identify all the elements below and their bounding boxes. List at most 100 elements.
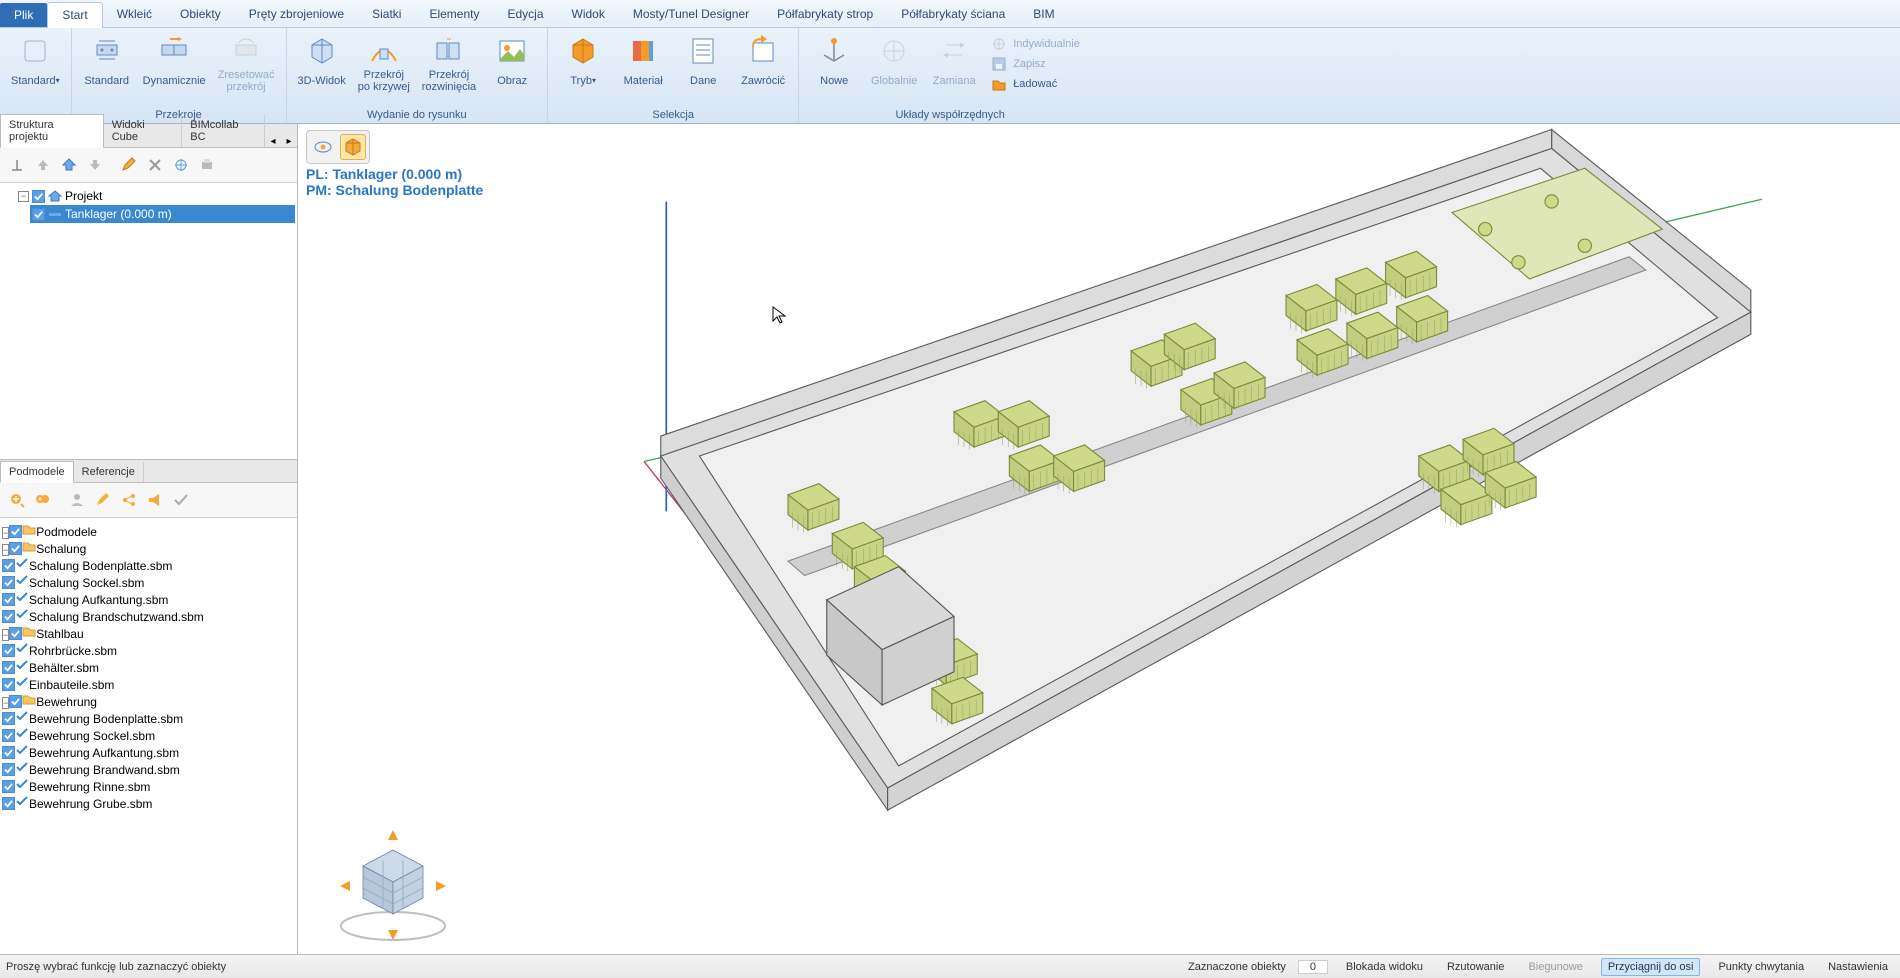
tb-axis-icon[interactable] [170, 154, 192, 176]
tree-item[interactable]: Schalung Brandschutzwand.sbm [2, 610, 204, 624]
ribbon-tab-bim[interactable]: BIM [1019, 2, 1068, 27]
checkbox[interactable] [9, 695, 22, 708]
checkbox[interactable] [2, 661, 15, 674]
checkbox[interactable] [9, 542, 22, 555]
tb-print-icon[interactable] [196, 154, 218, 176]
tab-nav-prev[interactable]: ◂ [265, 136, 281, 147]
panel-tab-widoki-cube[interactable]: Widoki Cube [104, 115, 183, 147]
panel-tab-bimcollab-bc[interactable]: BIMcollab BC [182, 115, 265, 147]
tree-item[interactable]: Bewehrung Rinne.sbm [2, 780, 150, 794]
krzywa-button[interactable]: Przekrójpo krzywej [353, 32, 415, 96]
checkbox[interactable] [2, 797, 15, 810]
checkbox[interactable] [2, 593, 15, 606]
tb-pen-icon[interactable] [92, 489, 114, 511]
status-punkty-chwytania[interactable]: Punkty chwytania [1712, 959, 1810, 975]
checkbox[interactable] [2, 763, 15, 776]
status-nastawienia[interactable]: Nastawienia [1822, 959, 1894, 975]
standard-button[interactable]: Standard [78, 32, 136, 96]
tree-item[interactable]: Bewehrung Aufkantung.sbm [2, 746, 179, 760]
ladowac-button[interactable]: Ładować [987, 75, 1093, 93]
nowe-button[interactable]: Nowe [805, 32, 863, 96]
obraz-label: Obraz [497, 69, 527, 93]
status-rzutowanie[interactable]: Rzutowanie [1441, 959, 1510, 975]
tree-item[interactable]: Rohrbrücke.sbm [2, 644, 117, 658]
tb-expand-icon[interactable] [6, 154, 28, 176]
panel-tab-podmodele[interactable]: Podmodele [0, 461, 74, 483]
toggle-icon[interactable]: − [2, 527, 9, 539]
tree-item[interactable]: Bewehrung Grube.sbm [2, 797, 152, 811]
panel-tab-struktura-projektu[interactable]: Struktura projektu [0, 114, 104, 148]
tb-share-icon[interactable] [118, 489, 140, 511]
checkbox[interactable] [2, 729, 15, 742]
checkbox[interactable] [2, 576, 15, 589]
tree-item[interactable]: Behälter.sbm [2, 661, 99, 675]
checkbox[interactable] [2, 780, 15, 793]
ribbon-tab-widok[interactable]: Widok [558, 2, 619, 27]
tree-item[interactable]: Bewehrung Brandwand.sbm [2, 763, 180, 777]
zawrocic-button[interactable]: Zawrócić [734, 32, 792, 96]
tree-item[interactable]: Bewehrung Sockel.sbm [2, 729, 155, 743]
tree-item[interactable]: Schalung Bodenplatte.sbm [2, 559, 172, 573]
ladowac-label: Ładować [1013, 78, 1057, 90]
tree-group-label[interactable]: Bewehrung [36, 695, 97, 709]
tree-group-label[interactable]: Stahlbau [36, 627, 83, 641]
checkbox[interactable] [32, 208, 45, 221]
tb-edit-icon[interactable] [118, 154, 140, 176]
view-cube[interactable] [328, 826, 458, 946]
checkbox[interactable] [32, 190, 45, 203]
toggle-icon[interactable]: − [2, 629, 9, 641]
tb-user-icon[interactable] [66, 489, 88, 511]
widok3d-button[interactable]: 3D-Widok [293, 32, 351, 96]
file-tab[interactable]: Plik [0, 3, 47, 27]
folder-icon [22, 692, 36, 706]
tree-group-label[interactable]: Schalung [36, 542, 86, 556]
toggle-icon[interactable]: − [2, 544, 9, 556]
material-button[interactable]: Materiał [614, 32, 672, 96]
toggle-icon[interactable]: − [18, 191, 29, 202]
ribbon-tab-start[interactable]: Start [47, 2, 102, 28]
ribbon-tab-wklei-[interactable]: Wkleić [103, 2, 166, 27]
checkbox[interactable] [2, 678, 15, 691]
tree-item[interactable]: Bewehrung Bodenplatte.sbm [2, 712, 183, 726]
tb-home-up-icon[interactable] [58, 154, 80, 176]
ribbon-tab-edycja[interactable]: Edycja [493, 2, 557, 27]
status-przyci-gnij-do-osi[interactable]: Przyciągnij do osi [1601, 958, 1701, 976]
ribbon-tab-siatki[interactable]: Siatki [358, 2, 415, 27]
ribbon-tab-p-fabrykaty-ciana[interactable]: Półfabrykaty ściana [887, 2, 1019, 27]
tb-up-icon[interactable] [32, 154, 54, 176]
checkbox[interactable] [9, 525, 22, 538]
panel-tab-referencje[interactable]: Referencje [74, 462, 144, 482]
status-blokada-widoku[interactable]: Blokada widoku [1340, 959, 1429, 975]
tb-addall-icon[interactable] [32, 489, 54, 511]
toggle-icon[interactable]: − [2, 697, 9, 709]
tree-item[interactable]: Schalung Aufkantung.sbm [2, 593, 168, 607]
checkbox[interactable] [2, 746, 15, 759]
tb-down-icon[interactable] [84, 154, 106, 176]
tb-add-icon[interactable] [6, 489, 28, 511]
checkbox[interactable] [2, 610, 15, 623]
ribbon-tab-mosty-tunel-designer[interactable]: Mosty/Tunel Designer [619, 2, 763, 27]
ribbon-group-przekroje: Standard Dynamicznie Zresetowaćprzekrój … [72, 28, 287, 123]
checkbox[interactable] [2, 559, 15, 572]
tb-delete-icon[interactable] [144, 154, 166, 176]
standard-dropdown[interactable]: Standard▾ [6, 32, 65, 96]
tb-check-icon[interactable] [170, 489, 192, 511]
tab-nav-next[interactable]: ▸ [281, 136, 297, 147]
project-item[interactable]: Tanklager (0.000 m) [30, 205, 295, 223]
viewport-3d[interactable]: PL: Tanklager (0.000 m) PM: Schalung Bod… [298, 124, 1900, 954]
checkbox[interactable] [2, 644, 15, 657]
rozw-button[interactable]: Przekrójrozwinięcia [417, 32, 481, 96]
ribbon-tab-elementy[interactable]: Elementy [415, 2, 493, 27]
tree-item[interactable]: Einbauteile.sbm [2, 678, 114, 692]
ribbon-tab-obiekty[interactable]: Obiekty [166, 2, 235, 27]
tryb-button[interactable]: Tryb▾ [554, 32, 612, 96]
tree-item[interactable]: Schalung Sockel.sbm [2, 576, 144, 590]
obraz-button[interactable]: Obraz [483, 32, 541, 96]
dynamicznie-button[interactable]: Dynamicznie [138, 32, 211, 96]
tb-announce-icon[interactable] [144, 489, 166, 511]
checkbox[interactable] [2, 712, 15, 725]
checkbox[interactable] [9, 627, 22, 640]
ribbon-tab-p-fabrykaty-strop[interactable]: Półfabrykaty strop [763, 2, 887, 27]
dane-button[interactable]: Dane [674, 32, 732, 96]
ribbon-tab-pr-ty-zbrojeniowe[interactable]: Pręty zbrojeniowe [235, 2, 358, 27]
